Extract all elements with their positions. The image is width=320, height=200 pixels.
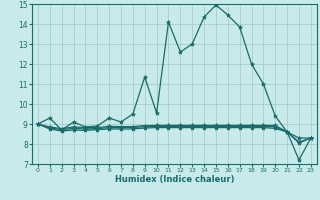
X-axis label: Humidex (Indice chaleur): Humidex (Indice chaleur)	[115, 175, 234, 184]
